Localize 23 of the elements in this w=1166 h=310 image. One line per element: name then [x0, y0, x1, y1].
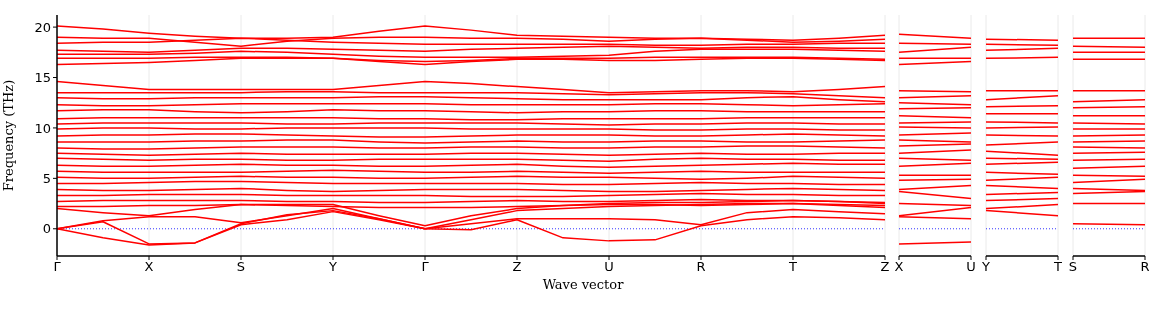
- x-tick-label: X: [144, 259, 154, 275]
- y-tick-label: 15: [34, 70, 51, 86]
- x-tick-label: U: [966, 259, 976, 275]
- x-tick-label: Z: [512, 259, 522, 275]
- x-tick-label: U: [604, 259, 614, 275]
- y-tick-label: 10: [34, 120, 51, 136]
- x-tick-label: Y: [981, 259, 991, 275]
- x-tick-label: R: [696, 259, 706, 275]
- x-tick-label: R: [1140, 259, 1150, 275]
- y-axis-title: Frequency (THz): [0, 79, 16, 192]
- x-tick-label: S: [236, 259, 246, 275]
- x-axis-title: Wave vector: [541, 277, 625, 292]
- x-tick-label: T: [1053, 259, 1063, 275]
- x-tick-label: Y: [328, 259, 338, 275]
- x-tick-label: Z: [880, 259, 890, 275]
- y-tick-label: 5: [42, 170, 51, 186]
- x-tick-label: S: [1068, 259, 1078, 275]
- x-tick-label: Γ: [421, 259, 430, 275]
- x-tick-label: X: [894, 259, 904, 275]
- x-tick-label: Γ: [53, 259, 62, 275]
- y-tick-label: 20: [34, 19, 51, 35]
- x-tick-label: T: [788, 259, 798, 275]
- y-tick-label: 0: [42, 221, 51, 237]
